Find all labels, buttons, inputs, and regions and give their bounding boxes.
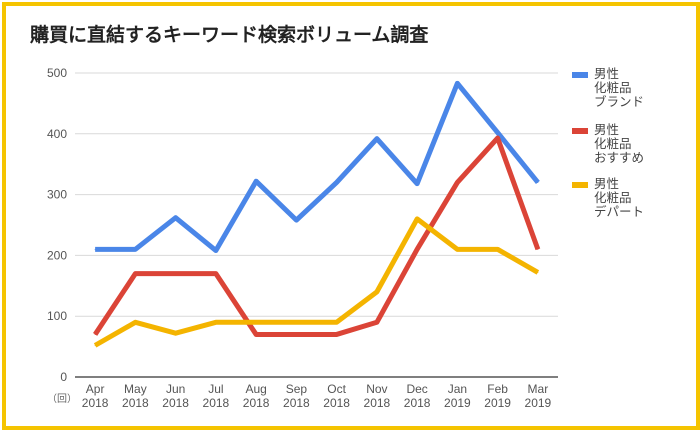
data-point (497, 132, 499, 134)
data-point (537, 248, 539, 250)
data-point (134, 248, 136, 250)
series-line-2 (93, 135, 541, 337)
data-point (416, 248, 418, 250)
x-tick-month: Sep (286, 382, 308, 396)
data-point (376, 291, 378, 293)
data-point (134, 273, 136, 275)
data-point (255, 321, 257, 323)
x-tick-year: 2018 (122, 396, 149, 410)
x-tick-year: 2018 (404, 396, 431, 410)
data-point (175, 217, 177, 219)
x-tick-year: 2018 (323, 396, 350, 410)
y-tick-label: 400 (47, 127, 67, 141)
unit-label: （回） (47, 393, 77, 405)
data-point (497, 248, 499, 250)
y-tick-label: 500 (47, 66, 67, 80)
data-point (215, 321, 217, 323)
y-tick-label: 0 (60, 370, 67, 384)
x-axis-ticks: Apr2018May2018Jun2018Jul2018Aug2018Sep20… (47, 382, 552, 410)
x-tick-year: 2019 (484, 396, 511, 410)
chart-title: 購買に直結するキーワード検索ボリューム調査 (30, 24, 429, 46)
x-tick-year: 2018 (203, 396, 230, 410)
legend-swatch (572, 128, 588, 134)
data-point (336, 333, 338, 335)
data-point (336, 321, 338, 323)
legend-label: 男性 (594, 122, 619, 137)
series-line-1 (95, 80, 540, 254)
legend-label: 化粧品 (594, 136, 632, 151)
x-tick-year: 2019 (444, 396, 471, 410)
y-axis-ticks: 0 100 200 300 400 500 (47, 66, 67, 384)
series-line-3 (93, 216, 540, 348)
data-point (456, 82, 458, 84)
legend-swatch (572, 72, 588, 78)
x-tick-month: Jun (166, 382, 185, 396)
data-point (376, 321, 378, 323)
data-point (94, 344, 96, 346)
y-tick-label: 300 (47, 188, 67, 202)
x-tick-year: 2018 (364, 396, 391, 410)
x-tick-year: 2018 (82, 396, 109, 410)
legend-label: ブランド (594, 94, 644, 109)
x-tick-month: Oct (327, 382, 346, 396)
data-point (537, 271, 539, 273)
legend-label: 男性 (594, 176, 619, 191)
data-point (94, 248, 96, 250)
data-point (537, 181, 539, 183)
x-tick-month: Feb (487, 382, 508, 396)
data-point (255, 333, 257, 335)
x-tick-year: 2018 (243, 396, 270, 410)
legend-label: 化粧品 (594, 190, 632, 205)
y-tick-label: 100 (47, 309, 67, 323)
data-point (295, 333, 297, 335)
x-tick-month: Nov (366, 382, 387, 396)
legend-label: おすすめ (594, 150, 644, 165)
data-point (94, 333, 96, 335)
x-tick-year: 2018 (283, 396, 310, 410)
x-tick-month: Aug (245, 382, 266, 396)
data-point (416, 218, 418, 220)
grid-lines (75, 72, 558, 378)
x-tick-month: Jul (208, 382, 223, 396)
x-tick-month: Dec (406, 382, 427, 396)
legend-label: 男性 (594, 66, 619, 81)
series-lines (93, 80, 541, 348)
legend-label: 化粧品 (594, 80, 632, 95)
x-tick-year: 2019 (525, 396, 552, 410)
data-point (175, 273, 177, 275)
data-point (456, 248, 458, 250)
x-tick-year: 2018 (162, 396, 189, 410)
data-point (255, 180, 257, 182)
data-point (497, 137, 499, 139)
x-tick-month: Mar (528, 382, 549, 396)
data-point (215, 273, 217, 275)
data-point (456, 181, 458, 183)
x-tick-month: May (124, 382, 147, 396)
data-point (295, 219, 297, 221)
data-point (416, 183, 418, 185)
data-point (134, 321, 136, 323)
data-point (376, 138, 378, 140)
data-point (215, 250, 217, 252)
x-tick-month: Apr (86, 382, 105, 396)
x-tick-month: Jan (448, 382, 467, 396)
legend-label: デパート (594, 204, 644, 219)
data-point (295, 321, 297, 323)
data-point (336, 181, 338, 183)
y-tick-label: 200 (47, 248, 67, 262)
legend-swatch (572, 182, 588, 188)
data-point (175, 332, 177, 334)
